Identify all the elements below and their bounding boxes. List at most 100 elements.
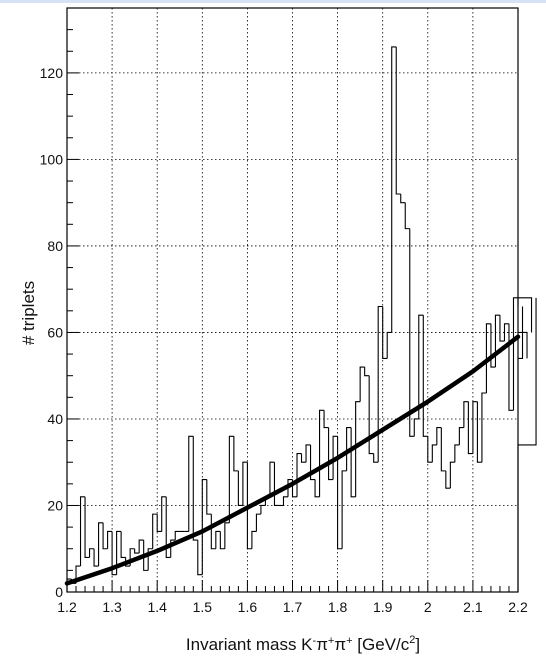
histogram-bin (260, 504, 266, 515)
histogram-bin (309, 444, 316, 481)
histogram-bin (246, 462, 252, 550)
grid (67, 8, 518, 592)
histogram-bin (102, 522, 108, 550)
histogram-bin (355, 401, 361, 497)
y-tick-labels: 0 20 40 60 80 100 120 (40, 65, 64, 600)
histogram-bin (287, 478, 293, 497)
histogram-bin (147, 548, 153, 571)
histogram-bin (368, 375, 374, 455)
histogram-bin (346, 427, 352, 471)
histogram-bin (503, 323, 509, 342)
histogram-bin (518, 297, 533, 333)
x-axis-title-main: Invariant mass K (186, 635, 313, 654)
histogram-bin (269, 461, 275, 497)
histogram-bin (377, 305, 383, 463)
histogram-bin (314, 479, 320, 498)
x-tick-label: 1.6 (238, 599, 258, 615)
histogram-bin (350, 427, 356, 498)
histogram-bin (422, 315, 428, 437)
histogram-series (66, 46, 537, 592)
top-border (0, 0, 546, 3)
histogram-bin (210, 514, 216, 550)
histogram-bin (328, 427, 334, 481)
histogram-bin (386, 331, 392, 359)
histogram-bin (518, 331, 528, 359)
fit-curve (64, 334, 521, 586)
histogram-bin (75, 565, 81, 584)
histogram-bin (125, 557, 131, 567)
y-tick-label: 0 (55, 584, 63, 600)
y-tick-label: 100 (40, 151, 64, 167)
histogram-bin (174, 530, 180, 541)
histogram-bin (89, 548, 95, 558)
histogram-bin (273, 462, 279, 507)
histogram-bin (499, 315, 505, 342)
histogram-bin (233, 436, 239, 472)
histogram-bin (319, 409, 325, 497)
histogram-bin (134, 548, 140, 554)
histogram-bin (93, 548, 99, 567)
x-tick-label: 2.1 (463, 599, 483, 615)
histogram-bin (404, 202, 410, 230)
histogram-bin (206, 479, 212, 515)
x-tick-label: 1.5 (193, 599, 213, 615)
histogram-bin (512, 297, 518, 411)
histogram-bin (255, 513, 261, 532)
x-tick-label: 1.4 (147, 599, 167, 615)
histogram-bin (251, 530, 257, 549)
histogram-bin (427, 436, 433, 463)
histogram-bin (197, 540, 203, 576)
x-tick-labels: 1.2 1.3 1.4 1.5 1.6 1.7 1.8 1.9 2 2.1 2.2 (57, 599, 528, 615)
x-tick-label: 1.9 (373, 599, 393, 615)
histogram-bin (282, 496, 288, 506)
histogram-bin (337, 436, 343, 550)
histogram-bin (467, 401, 473, 455)
histogram-bin (413, 418, 419, 437)
histogram-bin (490, 323, 496, 368)
histogram-bin (152, 513, 158, 549)
histogram-bin (508, 323, 514, 411)
x-tick-label: 1.3 (102, 599, 122, 615)
x-tick-label: 1.8 (328, 599, 348, 615)
histogram-bin (305, 444, 311, 463)
histogram-bin (476, 401, 482, 463)
x-axis-title-unit-sup: 2 (409, 634, 415, 646)
histogram-bin (436, 427, 442, 445)
histogram-bin (454, 444, 460, 463)
histogram-bin (188, 435, 194, 532)
histogram-bin (518, 306, 524, 359)
histogram-bin (440, 427, 446, 472)
histogram-bin (332, 435, 338, 480)
histogram-bin (481, 392, 487, 463)
histogram-bin (84, 496, 90, 558)
y-axis-title: # triplets (19, 281, 38, 345)
y-tick-label: 120 (40, 65, 64, 81)
histogram-bin (431, 444, 437, 463)
histogram-bin (341, 470, 347, 549)
histogram-bin (395, 46, 401, 195)
histogram-bin (170, 539, 176, 558)
histogram-bin (224, 522, 230, 549)
x-axis-title-unit-close: ] (415, 635, 420, 654)
histogram-bin (458, 427, 464, 445)
y-tick-label: 20 (47, 497, 63, 513)
histogram-bin (323, 410, 329, 429)
histogram-bin (120, 531, 126, 558)
histogram-bin (445, 470, 451, 489)
histogram-bin (228, 435, 234, 523)
histogram-bin (382, 306, 388, 359)
fit-curve-series (64, 334, 521, 586)
histogram-bin (449, 461, 455, 489)
histogram-bin (242, 461, 248, 506)
axis-ticks (66, 7, 519, 593)
x-tick-label: 2.2 (508, 599, 528, 615)
histogram-bin (116, 530, 122, 575)
histogram-bin (237, 470, 243, 507)
histogram-bin (111, 531, 117, 576)
histogram-bin (472, 401, 478, 454)
histogram-bin (418, 314, 424, 419)
x-axis-title-pi1-sup: + (328, 635, 334, 647)
histogram-bin (494, 314, 500, 368)
histogram-bin (156, 514, 162, 532)
x-axis-title-pi1: π (316, 635, 328, 654)
